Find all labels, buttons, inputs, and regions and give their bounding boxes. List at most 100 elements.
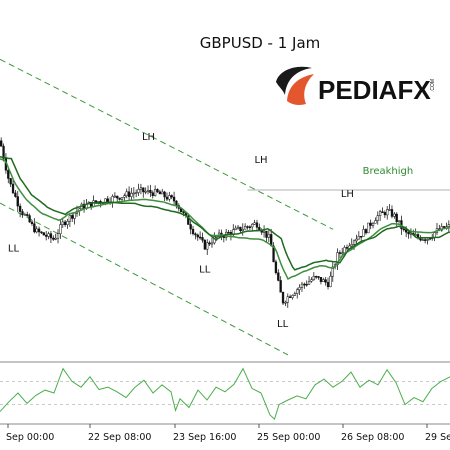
candle-body — [49, 233, 53, 239]
candle — [322, 277, 325, 282]
candle — [395, 212, 398, 228]
candle — [49, 231, 53, 244]
candle-body — [18, 205, 22, 212]
candle-body — [37, 228, 41, 233]
candle-body — [322, 279, 325, 282]
candle-body — [447, 224, 450, 227]
candle — [82, 199, 86, 213]
candle-body — [315, 276, 318, 278]
candle — [37, 226, 41, 237]
candle — [246, 225, 249, 230]
candle — [198, 231, 202, 240]
candle — [274, 259, 278, 275]
trend-channel — [0, 58, 334, 356]
candle — [364, 228, 368, 235]
candle — [30, 219, 34, 226]
candle — [253, 219, 256, 225]
candle — [371, 221, 375, 229]
candle — [158, 189, 162, 195]
candle — [260, 228, 263, 235]
candle — [324, 276, 327, 286]
brand-suffix: .COM — [430, 79, 436, 92]
candle-body — [241, 228, 244, 232]
candle-body — [144, 191, 147, 193]
candle — [54, 233, 57, 241]
candle — [258, 223, 261, 231]
candle — [355, 234, 358, 245]
x-tick-label: Sep 00:00 — [6, 432, 54, 443]
candle-body — [135, 192, 138, 194]
candle-body — [123, 195, 126, 198]
candle — [187, 213, 190, 225]
candle — [345, 244, 349, 251]
candle — [11, 179, 15, 194]
candle-body — [357, 235, 360, 240]
candle-body — [393, 213, 396, 217]
candle-body — [210, 242, 214, 245]
candle — [426, 238, 429, 245]
candle-body — [338, 252, 342, 254]
candle — [61, 218, 64, 228]
candle — [111, 194, 114, 208]
candle-body — [397, 220, 401, 222]
candle — [390, 205, 394, 219]
candle — [312, 272, 315, 281]
candle — [435, 222, 439, 236]
candle-body — [191, 228, 195, 235]
candle-body — [307, 281, 311, 285]
candle-body — [14, 192, 17, 197]
candle — [307, 276, 311, 285]
candle-body — [26, 214, 29, 216]
candle-body — [35, 228, 38, 233]
candle — [68, 213, 72, 227]
candle — [73, 212, 76, 225]
candle — [303, 282, 306, 289]
candle-body — [236, 226, 240, 229]
candle-body — [137, 189, 140, 193]
candle — [191, 225, 195, 236]
candle-body — [68, 215, 72, 222]
candle — [232, 224, 235, 238]
annotation-label: LH — [341, 189, 354, 200]
candle — [146, 185, 150, 195]
candle-body — [303, 283, 306, 286]
candle-body — [9, 178, 12, 185]
candle — [194, 232, 197, 240]
candle — [2, 143, 5, 162]
candle — [288, 294, 292, 299]
candle — [208, 240, 211, 246]
candle — [189, 220, 192, 235]
candle-body — [182, 211, 185, 214]
candle-body — [187, 215, 190, 225]
candle — [33, 218, 36, 234]
candle-body — [45, 234, 48, 237]
candle — [52, 235, 55, 241]
candle — [272, 242, 275, 263]
candle-body — [130, 193, 133, 197]
candle — [26, 211, 29, 217]
candle-body — [296, 289, 299, 294]
candle-body — [21, 211, 24, 215]
candle — [248, 225, 252, 231]
candle-body — [248, 226, 252, 228]
candle — [284, 300, 287, 307]
candle — [305, 280, 308, 287]
candle-body — [127, 191, 131, 197]
candle — [71, 213, 74, 222]
candle — [35, 226, 38, 234]
candle — [428, 238, 432, 241]
candle — [125, 188, 128, 199]
candle-body — [142, 187, 145, 193]
candle-body — [120, 197, 124, 200]
candle — [433, 232, 436, 242]
brand-logo: PEDIAFX .COM — [276, 66, 436, 105]
candle-body — [378, 211, 382, 216]
candle-body — [118, 197, 121, 200]
candle-body — [158, 191, 162, 195]
candle — [286, 293, 289, 308]
candle — [165, 192, 169, 202]
candle-body — [258, 227, 261, 231]
candle-body — [388, 209, 391, 211]
